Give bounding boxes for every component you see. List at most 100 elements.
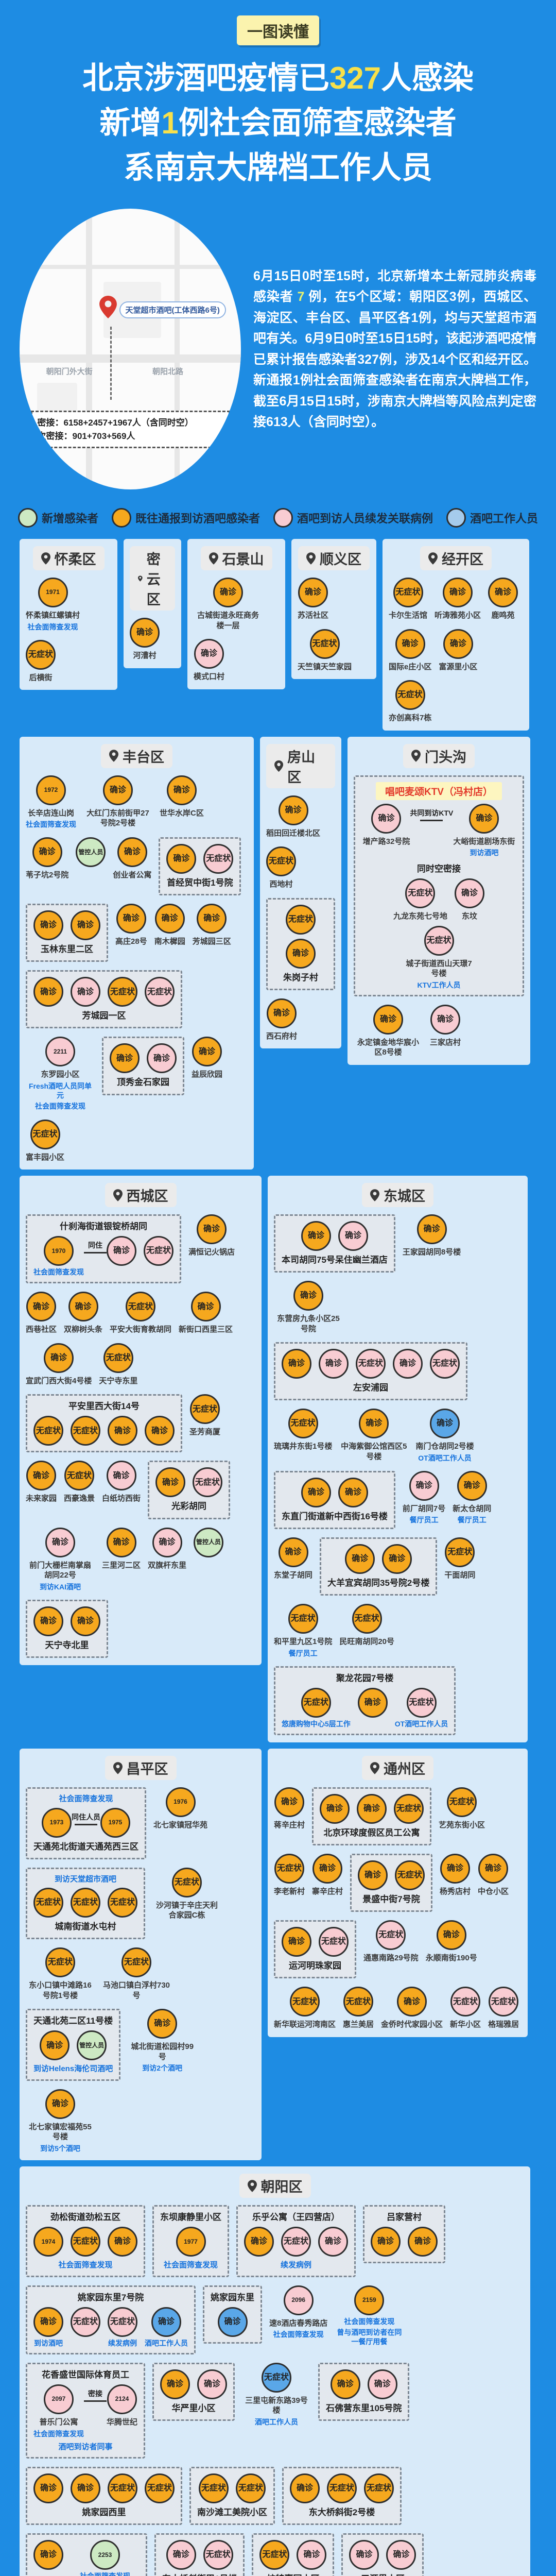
case-status-text: 确诊 — [281, 1798, 298, 1807]
section-shunyi: 顺义区 确诊 苏活社区 无症状 天竺镇天竺家园 — [291, 539, 376, 679]
case-status-circle: 确诊 — [71, 1606, 100, 1636]
case-status-text: 无症状 — [453, 1997, 478, 2006]
case-group: 社会面筛查发现 1973 同住人员 1975 天通苑北街道天通苑西三区 — [26, 1787, 146, 1859]
case-status-text: 无症状 — [358, 1359, 383, 1368]
district-header: 丰台区 — [26, 743, 248, 768]
case-status-circle: 无症状 — [301, 1687, 331, 1718]
case-annotation: 社会面筛查发现 — [27, 622, 78, 631]
case-status-text: 确诊 — [404, 1997, 421, 2006]
case-status-text: 确诊 — [153, 1054, 170, 1063]
case-status-circle: 1971 — [38, 578, 68, 607]
case-location-label: 民旺南胡同20号 — [339, 1637, 395, 1647]
case-node: 2159 社会面筛查发现 曾与酒吧到访者在同一餐厅用餐 — [335, 2285, 404, 2347]
case-location-label: 后横街 — [29, 673, 53, 682]
case-status-circle: 确诊 — [409, 1470, 439, 1501]
case-node: 确诊 东营房九条小区25号院 — [274, 1281, 343, 1334]
district-pill: 东城区 — [362, 1183, 433, 1208]
case-location-label: 大红门东前街甲27号院2号楼 — [86, 808, 149, 828]
case-node: 确诊 — [319, 1349, 349, 1379]
case-location-label: 新华小区 — [450, 2020, 481, 2029]
case-status-circle: 无症状 — [445, 1537, 475, 1567]
case-status-text: 确诊 — [203, 914, 220, 923]
case-location-label: 东坟 — [461, 912, 477, 921]
case-location-label: 格瑞雅居 — [488, 2020, 519, 2029]
case-status-circle: 无症状 — [199, 2473, 229, 2504]
case-status-circle: 无症状 — [126, 1292, 156, 1322]
case-status-text: 确诊 — [449, 639, 466, 648]
case-status-circle: 确诊 — [478, 1854, 509, 1884]
case-status-text: 确诊 — [161, 914, 178, 923]
district-cases: 确诊 稻田回迁楼北区 无症状 西地村 无症状 确诊 朱岗子村 确诊 西石府村 — [266, 795, 335, 1042]
group-cases: 确诊 确诊 — [371, 2227, 438, 2257]
section-miyun: 密云区 确诊 河漕村 — [124, 539, 181, 668]
case-status-circle: 无症状 — [262, 2362, 292, 2393]
location-pin-icon — [113, 1189, 123, 1201]
case-status-text: 确诊 — [415, 1481, 432, 1490]
case-node: 确诊 古城街道永旺商务楼一层 — [194, 578, 263, 631]
case-status-circle: 无症状 — [281, 2227, 311, 2257]
district-pill: 密云区 — [130, 546, 175, 611]
case-status-circle: 无症状 — [259, 2540, 290, 2570]
case-status-circle: 确诊 — [147, 1043, 177, 1074]
case-location-label: 三里河二区 — [102, 1561, 141, 1570]
case-status-circle: 无症状 — [145, 2473, 175, 2504]
bar-location-map: 天堂超市酒吧(工体西路6号) 朝阳门外大街 朝阳北路 密接：6158+2457+… — [20, 209, 241, 489]
district-name: 房山区 — [287, 749, 316, 785]
case-status-text: 确诊 — [337, 2380, 354, 2389]
district-name: 通州区 — [384, 1761, 425, 1777]
group-cases: 确诊 无症状 — [282, 1927, 349, 1957]
group-cases: 无症状 悠唐购物中心5层工作 确诊 无症状 OT酒吧工作人员 — [282, 1687, 448, 1728]
link-line — [420, 819, 443, 821]
case-location-label: 圣芳商厦 — [189, 1428, 221, 1437]
case-status-circle: 确诊 — [152, 1527, 182, 1557]
case-status-text: 管控人员 — [78, 848, 103, 856]
case-group: 花香盛世国际体育员工 2097 普乐门公寓 社会面筛查发现 密接 2124 华腾世纪 酒吧到访… — [26, 2362, 146, 2459]
case-location-label: 天竺镇天竺家园 — [298, 662, 352, 671]
case-status-circle: 管控人员 — [76, 837, 106, 868]
case-status-circle: 无症状 — [64, 1461, 95, 1491]
map-road — [175, 209, 180, 489]
link-label: 同住 — [88, 1241, 102, 1250]
case-annotation: 社会面筛查发现 — [273, 2330, 324, 2339]
case-node: 无症状 — [199, 2473, 229, 2504]
case-status-text: 无症状 — [449, 1798, 475, 1807]
case-status-text: 无症状 — [290, 1614, 316, 1623]
case-status-circle: 无症状 — [71, 1888, 100, 1918]
case-location-label: 东营房九条小区25号院 — [277, 1314, 340, 1333]
district-name: 石景山 — [222, 552, 264, 567]
case-group: 确诊 确诊 无症状 无症状 姚家园西里 — [26, 2467, 182, 2526]
title-text: 人感染 — [381, 61, 474, 95]
case-node: 确诊 — [33, 1606, 63, 1636]
case-node: 确诊 — [290, 2473, 320, 2504]
case-node: 无症状 通惠南路29号院 — [363, 1920, 419, 1963]
case-status-circle: 1970 — [44, 1236, 74, 1266]
case-status-text: 无症状 — [409, 1698, 434, 1707]
group-cases: 确诊 无症状 — [166, 844, 234, 874]
map-road — [20, 265, 241, 269]
case-status-circle: 无症状 — [352, 1604, 382, 1634]
district-name: 门头沟 — [425, 749, 466, 765]
case-status-circle: 确诊 — [386, 2540, 416, 2570]
case-node: 无症状 — [33, 1416, 63, 1446]
case-node: 确诊 — [244, 2227, 274, 2257]
case-status-text: 确诊 — [378, 814, 395, 823]
group-title: 炫特嘉园小区 — [267, 2573, 319, 2576]
case-node: 确诊 — [33, 2540, 63, 2570]
title-highlight-327: 327 — [329, 61, 381, 95]
case-location-label: 王家园胡同8号楼 — [402, 1248, 461, 1257]
case-node: 确诊 世华水岸C区 — [160, 775, 204, 819]
case-node: 确诊 永定镇金地华宸小区8号楼 — [354, 1004, 423, 1058]
case-status-circle: 确诊 — [301, 1477, 331, 1507]
case-status-text: 确诊 — [172, 2550, 189, 2560]
case-node: 确诊 王家园胡同8号楼 — [403, 1214, 461, 1258]
linked-cases: 1970 社会面筛查发现 同住 确诊 — [33, 1236, 136, 1277]
section-mentougou: 门头沟 唱吧麦颂KTV（冯村店） 确诊 增产路32号院 共同到访KTV 确诊 大峪街道剧场东… — [348, 736, 530, 1065]
case-group: 确诊 确诊三源里小区 — [341, 2533, 424, 2576]
case-node: 无症状 李老新村 — [274, 1854, 305, 1897]
case-status-circle: 确诊 — [455, 878, 484, 909]
case-location-label: 天宁寺东里 — [99, 1376, 138, 1385]
section-tongzhou: 通州区 确诊 蒋辛庄村 确诊 确诊 无症状 北京环球度假区员工公寓 无症状 艺苑东街小区 无症状李… — [268, 1749, 528, 2037]
title-line-1: 北京涉酒吧疫情已327人感染 — [5, 56, 551, 100]
case-group: 确诊 确诊 无症状 无症状 芳城园一区 — [26, 970, 182, 1029]
case-node: 确诊 — [382, 1544, 412, 1574]
